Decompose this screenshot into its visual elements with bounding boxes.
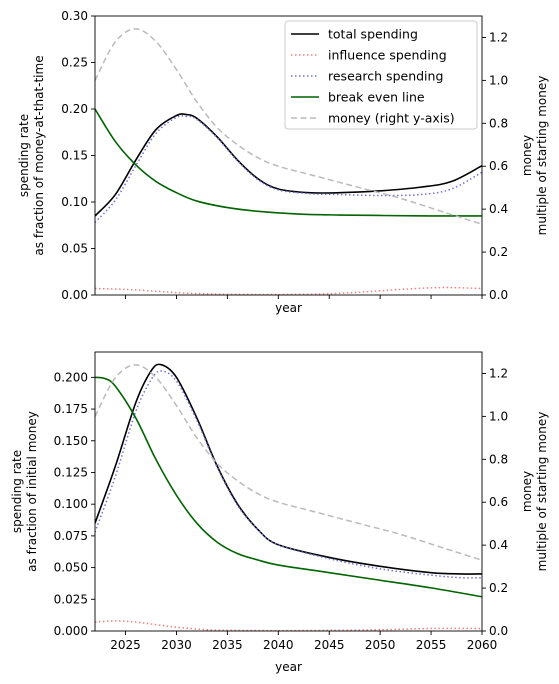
series-line-influence-spending xyxy=(95,286,482,295)
y-axis-label-line1: spending rate xyxy=(17,114,31,197)
x-axis-label: year xyxy=(275,660,302,674)
y-tick-label: 0.20 xyxy=(61,102,88,116)
chart-panel-bottom: 2025 2030 2035 2040 2045 2050 2055 2060 0.000 0.0… xyxy=(10,351,549,674)
y-tick-label: 0.200 xyxy=(54,370,88,384)
y2-tick-label: 0.2 xyxy=(489,245,508,259)
y-tick-label: 0.000 xyxy=(54,624,88,638)
legend-entry-label: break even line xyxy=(328,90,425,105)
y-tick-label: 0.00 xyxy=(61,288,88,302)
x-tick-label: 2045 xyxy=(314,638,345,652)
y-axis-label-line2: as fraction of initial money xyxy=(25,411,39,572)
y2-axis-label-line2: multiple of starting money xyxy=(535,412,549,572)
y2-tick-label: 1.2 xyxy=(489,30,508,44)
y2-tick-label: 1.2 xyxy=(489,366,508,380)
legend-entry-label: influence spending xyxy=(328,48,447,63)
y2-axis-label-line2: multiple of starting money xyxy=(535,76,549,236)
y-tick-label: 0.30 xyxy=(61,9,88,23)
x-tick-label: 2055 xyxy=(416,638,447,652)
series-group xyxy=(95,28,482,295)
series-line-break-even-line xyxy=(95,376,482,598)
y2-tick-label: 0.8 xyxy=(489,452,508,466)
y-tick-label: 0.05 xyxy=(61,242,88,256)
series-line-break-even-line xyxy=(95,108,482,217)
y2-tick-label: 0.8 xyxy=(489,116,508,130)
legend-entry-label: total spending xyxy=(328,27,418,42)
x-axis-label: year xyxy=(275,301,302,315)
x-tick-label: 2040 xyxy=(263,638,294,652)
series-group xyxy=(95,363,482,631)
y2-tick-label: 0.4 xyxy=(489,202,508,216)
legend-entry-label: money (right y-axis) xyxy=(328,111,455,126)
chart-panel-top: 0.00 0.05 0.10 0.15 0.20 0.25 0.30 0.0 0.2 0.4 0.6… xyxy=(17,9,549,315)
legend-box xyxy=(284,20,478,130)
plot-frame xyxy=(94,351,483,632)
x-tick-label: 2025 xyxy=(110,638,141,652)
y-tick-label: 0.075 xyxy=(54,529,88,543)
legend-entry-label: research spending xyxy=(328,69,443,84)
y-tick-label: 0.175 xyxy=(54,402,88,416)
y2-tick-label: 0.0 xyxy=(489,288,508,302)
y-tick-label: 0.15 xyxy=(61,149,88,163)
x-tick-label: 2035 xyxy=(212,638,243,652)
y-tick-label: 0.150 xyxy=(54,434,88,448)
y2-tick-label: 0.4 xyxy=(489,538,508,552)
y-axis-label-line1: spending rate xyxy=(10,450,24,533)
x-tick-label: 2060 xyxy=(467,638,498,652)
series-line-total-spending xyxy=(95,363,482,575)
series-line-research-spending xyxy=(95,370,482,579)
y-tick-label: 0.100 xyxy=(54,497,88,511)
y2-tick-label: 0.6 xyxy=(489,159,508,173)
x-tick-label: 2030 xyxy=(161,638,192,652)
y2-tick-label: 1.0 xyxy=(489,73,508,87)
series-line-influence-spending xyxy=(95,620,482,631)
series-line-money-right-y-axis xyxy=(95,364,482,561)
y2-tick-label: 0.6 xyxy=(489,495,508,509)
series-line-money-right-y-axis xyxy=(95,28,482,225)
y-tick-label: 0.10 xyxy=(61,195,88,209)
y-axis-label-line2: as fraction of money-at-that-time xyxy=(32,55,46,255)
y-tick-label: 0.025 xyxy=(54,592,88,606)
y2-axis-label-line1: money xyxy=(520,471,534,512)
legend: total spending influence spending research… xyxy=(284,20,478,130)
y-tick-label: 0.125 xyxy=(54,465,88,479)
x-tick-label: 2050 xyxy=(365,638,396,652)
y-tick-label: 0.25 xyxy=(61,56,88,70)
y2-tick-label: 0.0 xyxy=(489,624,508,638)
y2-tick-label: 0.2 xyxy=(489,581,508,595)
y2-tick-label: 1.0 xyxy=(489,409,508,423)
y-tick-label: 0.050 xyxy=(54,561,88,575)
series-line-total-spending xyxy=(95,113,482,217)
y2-axis-label-line1: money xyxy=(520,135,534,176)
